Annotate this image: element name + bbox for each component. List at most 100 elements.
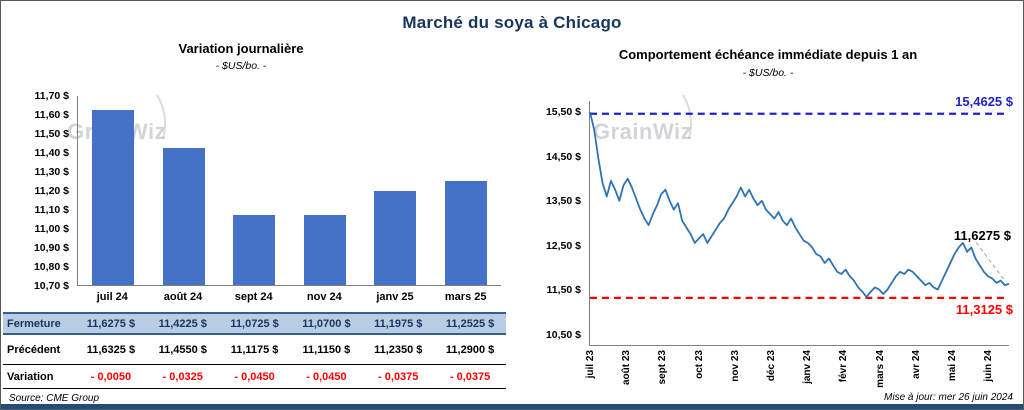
bar-slot xyxy=(219,96,290,285)
row-label: Précédent xyxy=(7,343,61,356)
table-row-precedent: Précédent 11,6325 $ 11,4550 $ 11,1175 $ 11,1… xyxy=(3,335,506,364)
watermark-right: GrainWiz xyxy=(593,94,693,145)
left-chart-title: Variation journalière xyxy=(178,41,304,56)
table-cell: - 0,0050 xyxy=(90,370,132,383)
bar-août-24 xyxy=(162,148,205,285)
right-chart-subtitle: - $US/bo. - xyxy=(742,67,794,79)
table-cell: 11,2525 $ xyxy=(445,317,495,330)
bar-mars-25 xyxy=(444,180,487,285)
price-table: Fermeture 11,6275 $ 11,4225 $ 11,0725 $ 11,0… xyxy=(3,312,506,389)
y-tick-label: 11,20 $ xyxy=(34,185,69,197)
row-label: Variation xyxy=(7,370,54,383)
x-tick-label: août 23 xyxy=(621,350,633,386)
x-tick-label: sept 23 xyxy=(657,350,669,385)
y-tick-label: 14,50 $ xyxy=(545,150,581,163)
update-note: Mise à jour: mer 26 juin 2024 xyxy=(884,392,1013,403)
bar-slot xyxy=(78,96,149,285)
last-price-annotation: 11,6275 $ xyxy=(953,228,1011,243)
row-label: Fermeture xyxy=(7,317,61,330)
bar-category-label: nov 24 xyxy=(306,291,342,303)
annotation-connector xyxy=(975,242,1006,282)
table-cell: 11,0700 $ xyxy=(302,317,351,330)
bar-category-label: janv 25 xyxy=(376,291,414,303)
table-cell: 11,1150 $ xyxy=(302,343,351,356)
price-line-chart xyxy=(589,111,1010,299)
y-tick-label: 10,70 $ xyxy=(33,280,69,292)
x-tick-label: oct 23 xyxy=(693,350,705,379)
bar-slot xyxy=(431,96,502,285)
table-cell: - 0,0375 xyxy=(449,370,491,383)
y-tick-label: 10,90 $ xyxy=(33,242,69,254)
table-cell: 11,0725 $ xyxy=(230,317,279,330)
x-tick-label: mars 24 xyxy=(874,350,886,388)
y-tick-label: 11,50 $ xyxy=(34,128,69,140)
table-cell: - 0,0450 xyxy=(306,370,347,383)
y-tick-label: 11,50 $ xyxy=(546,284,581,297)
page-title: Marché du soya à Chicago xyxy=(402,13,622,32)
y-tick-label: 11,30 $ xyxy=(34,166,69,178)
left-chart-subtitle: - $US/bo. - xyxy=(215,60,267,72)
x-tick-label: mai 24 xyxy=(947,350,958,382)
table-cell: - 0,0450 xyxy=(234,370,275,383)
table-cell: 11,2350 $ xyxy=(374,343,423,356)
bar-slot xyxy=(290,96,361,285)
price-line xyxy=(589,111,1010,298)
y-tick-label: 10,50 $ xyxy=(545,328,581,341)
y-tick-label: 11,60 $ xyxy=(34,109,69,121)
bar-nov-24 xyxy=(303,215,346,285)
y-tick-label: 13,50 $ xyxy=(545,195,581,208)
source-note: Source: CME Group xyxy=(9,393,100,404)
left-y-axis: 11,70 $ 11,60 $ 11,50 $ 11,40 $ 11,30 $ 11,20… xyxy=(23,90,69,292)
x-tick-label: nov 23 xyxy=(729,350,741,382)
wheat-stalk-icon xyxy=(682,94,692,140)
right-plot-area xyxy=(589,101,1010,346)
bar-slot xyxy=(360,96,431,285)
footer-accent-bar xyxy=(1,404,1023,409)
y-tick-label: 12,50 $ xyxy=(545,239,581,252)
table-row-fermeture: Fermeture 11,6275 $ 11,4225 $ 11,0725 $ 11,0… xyxy=(3,312,506,335)
y-tick-label: 10,80 $ xyxy=(33,261,69,273)
x-tick-label: juin 24 xyxy=(983,350,995,382)
table-cell: - 0,0375 xyxy=(378,370,419,383)
y-tick-label: 11,00 $ xyxy=(34,223,69,235)
table-row-variation: Variation - 0,0050 - 0,0325 - 0,0450 - 0,045… xyxy=(3,364,506,389)
right-chart-title: Comportement échéance immédiate depuis 1… xyxy=(618,47,918,62)
table-cell: - 0,0325 xyxy=(162,370,203,383)
table-cell: 11,1975 $ xyxy=(374,317,423,330)
bar-category-label: juil 24 xyxy=(96,291,128,303)
y-tick-label: 11,10 $ xyxy=(34,204,69,216)
x-tick-label: janv 24 xyxy=(802,350,814,384)
wheat-stalk-icon xyxy=(156,94,166,140)
bar-juil-24 xyxy=(92,109,135,285)
table-cell: 11,6325 $ xyxy=(86,343,136,356)
bar-sept-24 xyxy=(233,214,276,285)
bar-category-label: mars 25 xyxy=(444,291,487,303)
bar-janv-25 xyxy=(374,190,417,285)
left-plot-area xyxy=(77,96,501,286)
y-tick-label: 15,50 $ xyxy=(545,106,581,119)
left-x-axis: juil 24 août 24 sept 24 nov 24 janv 25 mars 2… xyxy=(77,291,501,303)
x-tick-label: févr 24 xyxy=(838,350,850,383)
bar-category-label: août 24 xyxy=(163,291,203,303)
table-cell: 11,4550 $ xyxy=(158,343,207,356)
watermark-text: GrainWiz xyxy=(593,119,693,144)
min-line-label: 11,3125 $ xyxy=(955,302,1013,317)
bar-series xyxy=(78,96,501,285)
table-cell: 11,2900 $ xyxy=(445,343,495,356)
x-tick-label: juil 23 xyxy=(585,350,596,379)
bar-slot xyxy=(149,96,220,285)
table-cell: 11,4225 $ xyxy=(158,317,207,330)
right-y-axis: 15,50 $ 14,50 $ 13,50 $ 12,50 $ 11,50 $ 10,50… xyxy=(533,101,581,346)
left-panel: Variation journalière - $US/bo. - GrainW… xyxy=(1,1,511,409)
table-cell: 11,1175 $ xyxy=(230,343,279,356)
bar-category-label: sept 24 xyxy=(234,291,273,303)
y-tick-label: 11,70 $ xyxy=(34,90,69,102)
x-tick-label: déc 23 xyxy=(766,350,777,382)
x-tick-label: avr 24 xyxy=(910,350,922,379)
right-x-axis: juil 23 août 23 sept 23 oct 23 nov 23 déc 23 j… xyxy=(585,348,1015,394)
table-cell: 11,6275 $ xyxy=(86,317,136,330)
right-panel: Comportement échéance immédiate depuis 1… xyxy=(511,1,1023,409)
y-tick-label: 11,40 $ xyxy=(34,147,69,159)
max-line-label: 15,4625 $ xyxy=(955,94,1013,109)
